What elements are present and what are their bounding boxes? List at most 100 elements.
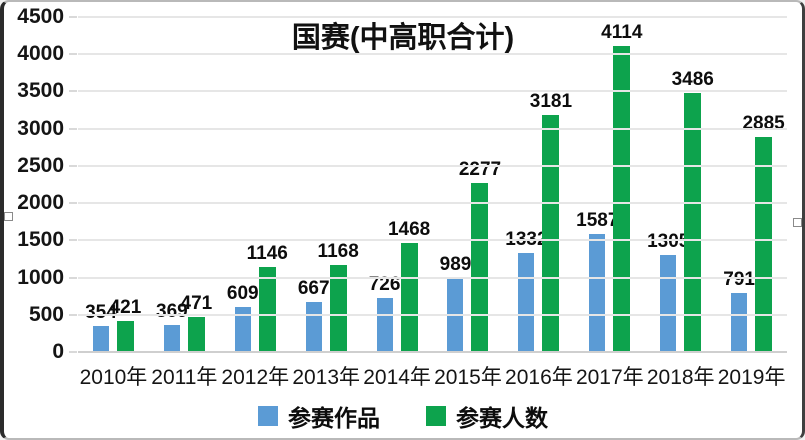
x-tick-label: 2012年 (221, 366, 290, 389)
y-axis-tick (69, 90, 77, 93)
bar-value-label: 1468 (387, 218, 431, 240)
bar-value-label: 354 (85, 301, 117, 323)
参赛作品-bar (163, 324, 180, 352)
bar-group-2019年: 791 2885 (716, 17, 787, 352)
x-tick-label: 2013年 (292, 366, 361, 389)
y-tick-label: 1000 (17, 265, 64, 289)
x-tick-label: 2017年 (575, 366, 644, 389)
bar-group-2010年: 354 421 (78, 17, 149, 352)
bar-column: 3181 (530, 17, 572, 352)
bar-column: 4114 (601, 17, 642, 352)
bar-column: 989 (440, 17, 471, 352)
gridline (78, 202, 787, 205)
gridline (78, 127, 787, 130)
bar-group-2015年: 989 2277 (433, 17, 504, 352)
bar-value-label: 1587 (576, 209, 619, 231)
bar-column: 609 (227, 17, 259, 352)
gridline (78, 53, 787, 56)
x-tick-label: 2016年 (505, 366, 573, 389)
参赛作品-bar (92, 325, 109, 352)
bar-column: 1305 (647, 17, 689, 352)
y-tick-label: 4500 (17, 5, 64, 28)
bar-column: 726 (369, 17, 400, 352)
bar-value-label: 726 (368, 273, 401, 295)
bar-value-label: 1168 (317, 241, 359, 263)
y-axis-tick (69, 313, 77, 316)
bar-value-label: 471 (180, 292, 213, 314)
x-tick-label: 2015年 (434, 366, 502, 389)
y-axis: 0 500 1000 1500 2000 2500 3000 3500 4000 4500 (14, 6, 64, 363)
x-tick-label: 2019年 (717, 366, 786, 389)
bar-column: 1168 (318, 17, 359, 352)
bar-value-label: 791 (723, 269, 755, 291)
y-tick-label: 3000 (17, 116, 64, 140)
参赛人数-bar (116, 320, 134, 352)
y-axis-tick (69, 127, 77, 130)
y-tick-label: 2000 (17, 191, 64, 215)
gridline (78, 164, 787, 167)
参赛人数-bar (329, 265, 347, 352)
参赛人数-bar (187, 316, 205, 352)
gridline (78, 276, 787, 279)
参赛人数-bar (542, 115, 560, 352)
bar-value-label: 2885 (742, 113, 785, 135)
参赛作品-bar (305, 302, 322, 352)
bar-column: 1146 (247, 17, 288, 352)
bar-column: 3486 (672, 17, 714, 352)
resize-handle-right[interactable] (793, 218, 802, 227)
bar-column: 1587 (576, 17, 618, 352)
bar-column: 1468 (388, 17, 430, 352)
resize-handle-left[interactable] (4, 212, 13, 221)
gridline (78, 313, 787, 316)
bar-value-label: 1146 (246, 242, 288, 264)
bar-value-label: 2277 (458, 158, 502, 180)
bar-groups: 354 421 369 471 609 1146 667 1168 726 1468 989 2277… (78, 17, 787, 352)
bar-column: 421 (110, 17, 141, 352)
y-tick-label: 0 (52, 340, 64, 363)
gridline (78, 90, 787, 93)
legend-item-series1: 参赛作品 (258, 399, 380, 433)
legend: 参赛作品 参赛人数 (4, 399, 802, 433)
参赛人数-bar (400, 242, 418, 352)
bar-group-2012年: 609 1146 (220, 17, 291, 352)
legend-item-series2: 参赛人数 (426, 399, 548, 433)
y-axis-tick (69, 202, 77, 205)
参赛作品-bar (234, 306, 251, 352)
bar-column: 667 (298, 17, 330, 352)
bar-group-2011年: 369 471 (149, 17, 220, 352)
bar-column: 1332 (505, 17, 548, 352)
bar-column: 2277 (459, 17, 501, 352)
y-axis-tick (69, 351, 77, 353)
y-axis-tick (69, 16, 77, 18)
bar-group-2018年: 1305 3486 (645, 17, 716, 352)
bar-column: 2885 (742, 17, 785, 352)
legend-swatch-green-icon (426, 406, 446, 426)
bar-value-label: 667 (297, 278, 330, 300)
参赛人数-bar (471, 182, 489, 352)
bar-column: 369 (156, 17, 188, 352)
gridline (78, 351, 787, 353)
y-tick-label: 4000 (17, 42, 64, 66)
x-tick-label: 2018年 (646, 366, 715, 389)
bar-value-label: 3181 (529, 91, 573, 113)
bar-value-label: 609 (226, 282, 259, 304)
参赛作品-bar (660, 254, 677, 352)
y-axis-tick (69, 276, 77, 279)
bar-group-2016年: 1332 3181 (503, 17, 574, 352)
plot-area: 354 421 369 471 609 1146 667 1168 726 1468 989 2277… (69, 16, 787, 353)
y-tick-label: 500 (28, 302, 64, 326)
y-tick-label: 3500 (17, 79, 64, 103)
bar-group-2014年: 726 1468 (362, 17, 433, 352)
x-tick-label: 2010年 (79, 366, 148, 389)
参赛人数-bar (613, 45, 631, 352)
legend-label-series1: 参赛作品 (288, 405, 380, 431)
legend-swatch-blue-icon (258, 406, 278, 426)
参赛人数-bar (755, 137, 773, 352)
x-tick-label: 2011年 (151, 366, 218, 389)
bar-value-label: 1305 (647, 230, 690, 252)
bar-column: 354 (85, 17, 117, 352)
gridline (78, 16, 787, 18)
y-axis-tick (69, 239, 77, 242)
bar-group-2013年: 667 1168 (291, 17, 362, 352)
bar-column: 791 (723, 17, 755, 352)
